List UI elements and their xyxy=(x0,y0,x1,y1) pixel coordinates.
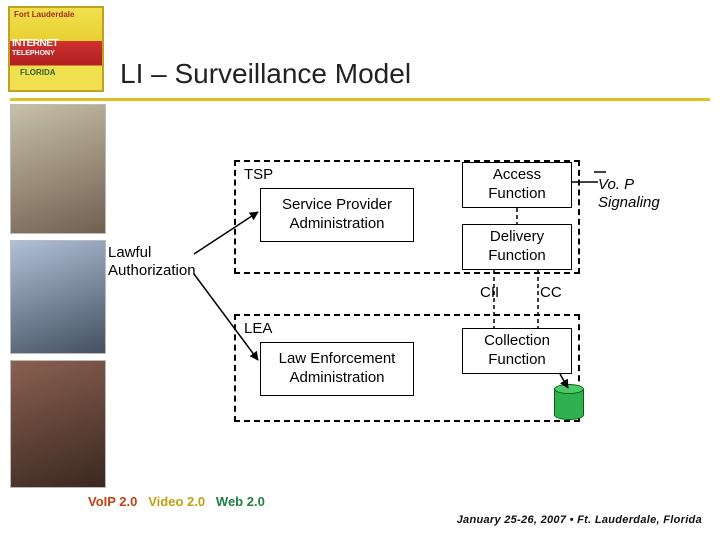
slide-title: LI – Surveillance Model xyxy=(120,58,411,90)
delivery-function-box: Delivery Function xyxy=(462,224,572,270)
collection-fn-label: Collection Function xyxy=(467,332,567,370)
logo-internet: INTERNET xyxy=(12,38,58,49)
side-image-3 xyxy=(10,360,106,488)
footer-brands: VoIP 2.0 Video 2.0 Web 2.0 xyxy=(88,494,265,509)
logo-telephony: TELEPHONY xyxy=(12,50,55,57)
access-function-box: Access Function xyxy=(462,162,572,208)
lea-label: LEA xyxy=(244,320,272,339)
delivery-fn-label: Delivery Function xyxy=(467,228,567,266)
collection-function-box: Collection Function xyxy=(462,328,572,374)
logo-city: Fort Lauderdale xyxy=(14,10,74,19)
diagram-canvas: TSP Service Provider Administration Acce… xyxy=(108,104,712,484)
cc-label: CC xyxy=(540,284,562,302)
law-enforcement-admin-box: Law Enforcement Administration xyxy=(260,342,414,396)
brand-video: Video 2.0 xyxy=(148,494,205,509)
le-admin-label: Law Enforcement Administration xyxy=(265,350,409,388)
tsp-label: TSP xyxy=(244,166,273,185)
title-underline xyxy=(10,98,710,101)
sp-admin-label: Service Provider Administration xyxy=(265,196,409,234)
brand-voip: VoIP 2.0 xyxy=(88,494,137,509)
side-image-1 xyxy=(10,104,106,234)
brand-web: Web 2.0 xyxy=(216,494,265,509)
side-image-2 xyxy=(10,240,106,354)
voip-signaling-label: Vo. P Signaling xyxy=(598,176,694,212)
cii-label: CII xyxy=(480,284,499,302)
logo-state: FLORIDA xyxy=(20,68,56,77)
footer-date: January 25-26, 2007 • Ft. Lauderdale, Fl… xyxy=(457,514,702,526)
database-icon xyxy=(554,384,584,420)
service-provider-admin-box: Service Provider Administration xyxy=(260,188,414,242)
conference-logo: Fort Lauderdale INTERNET TELEPHONY FLORI… xyxy=(8,6,104,92)
lawful-authorization-label: Lawful Authorization xyxy=(108,244,218,280)
access-fn-label: Access Function xyxy=(467,166,567,204)
